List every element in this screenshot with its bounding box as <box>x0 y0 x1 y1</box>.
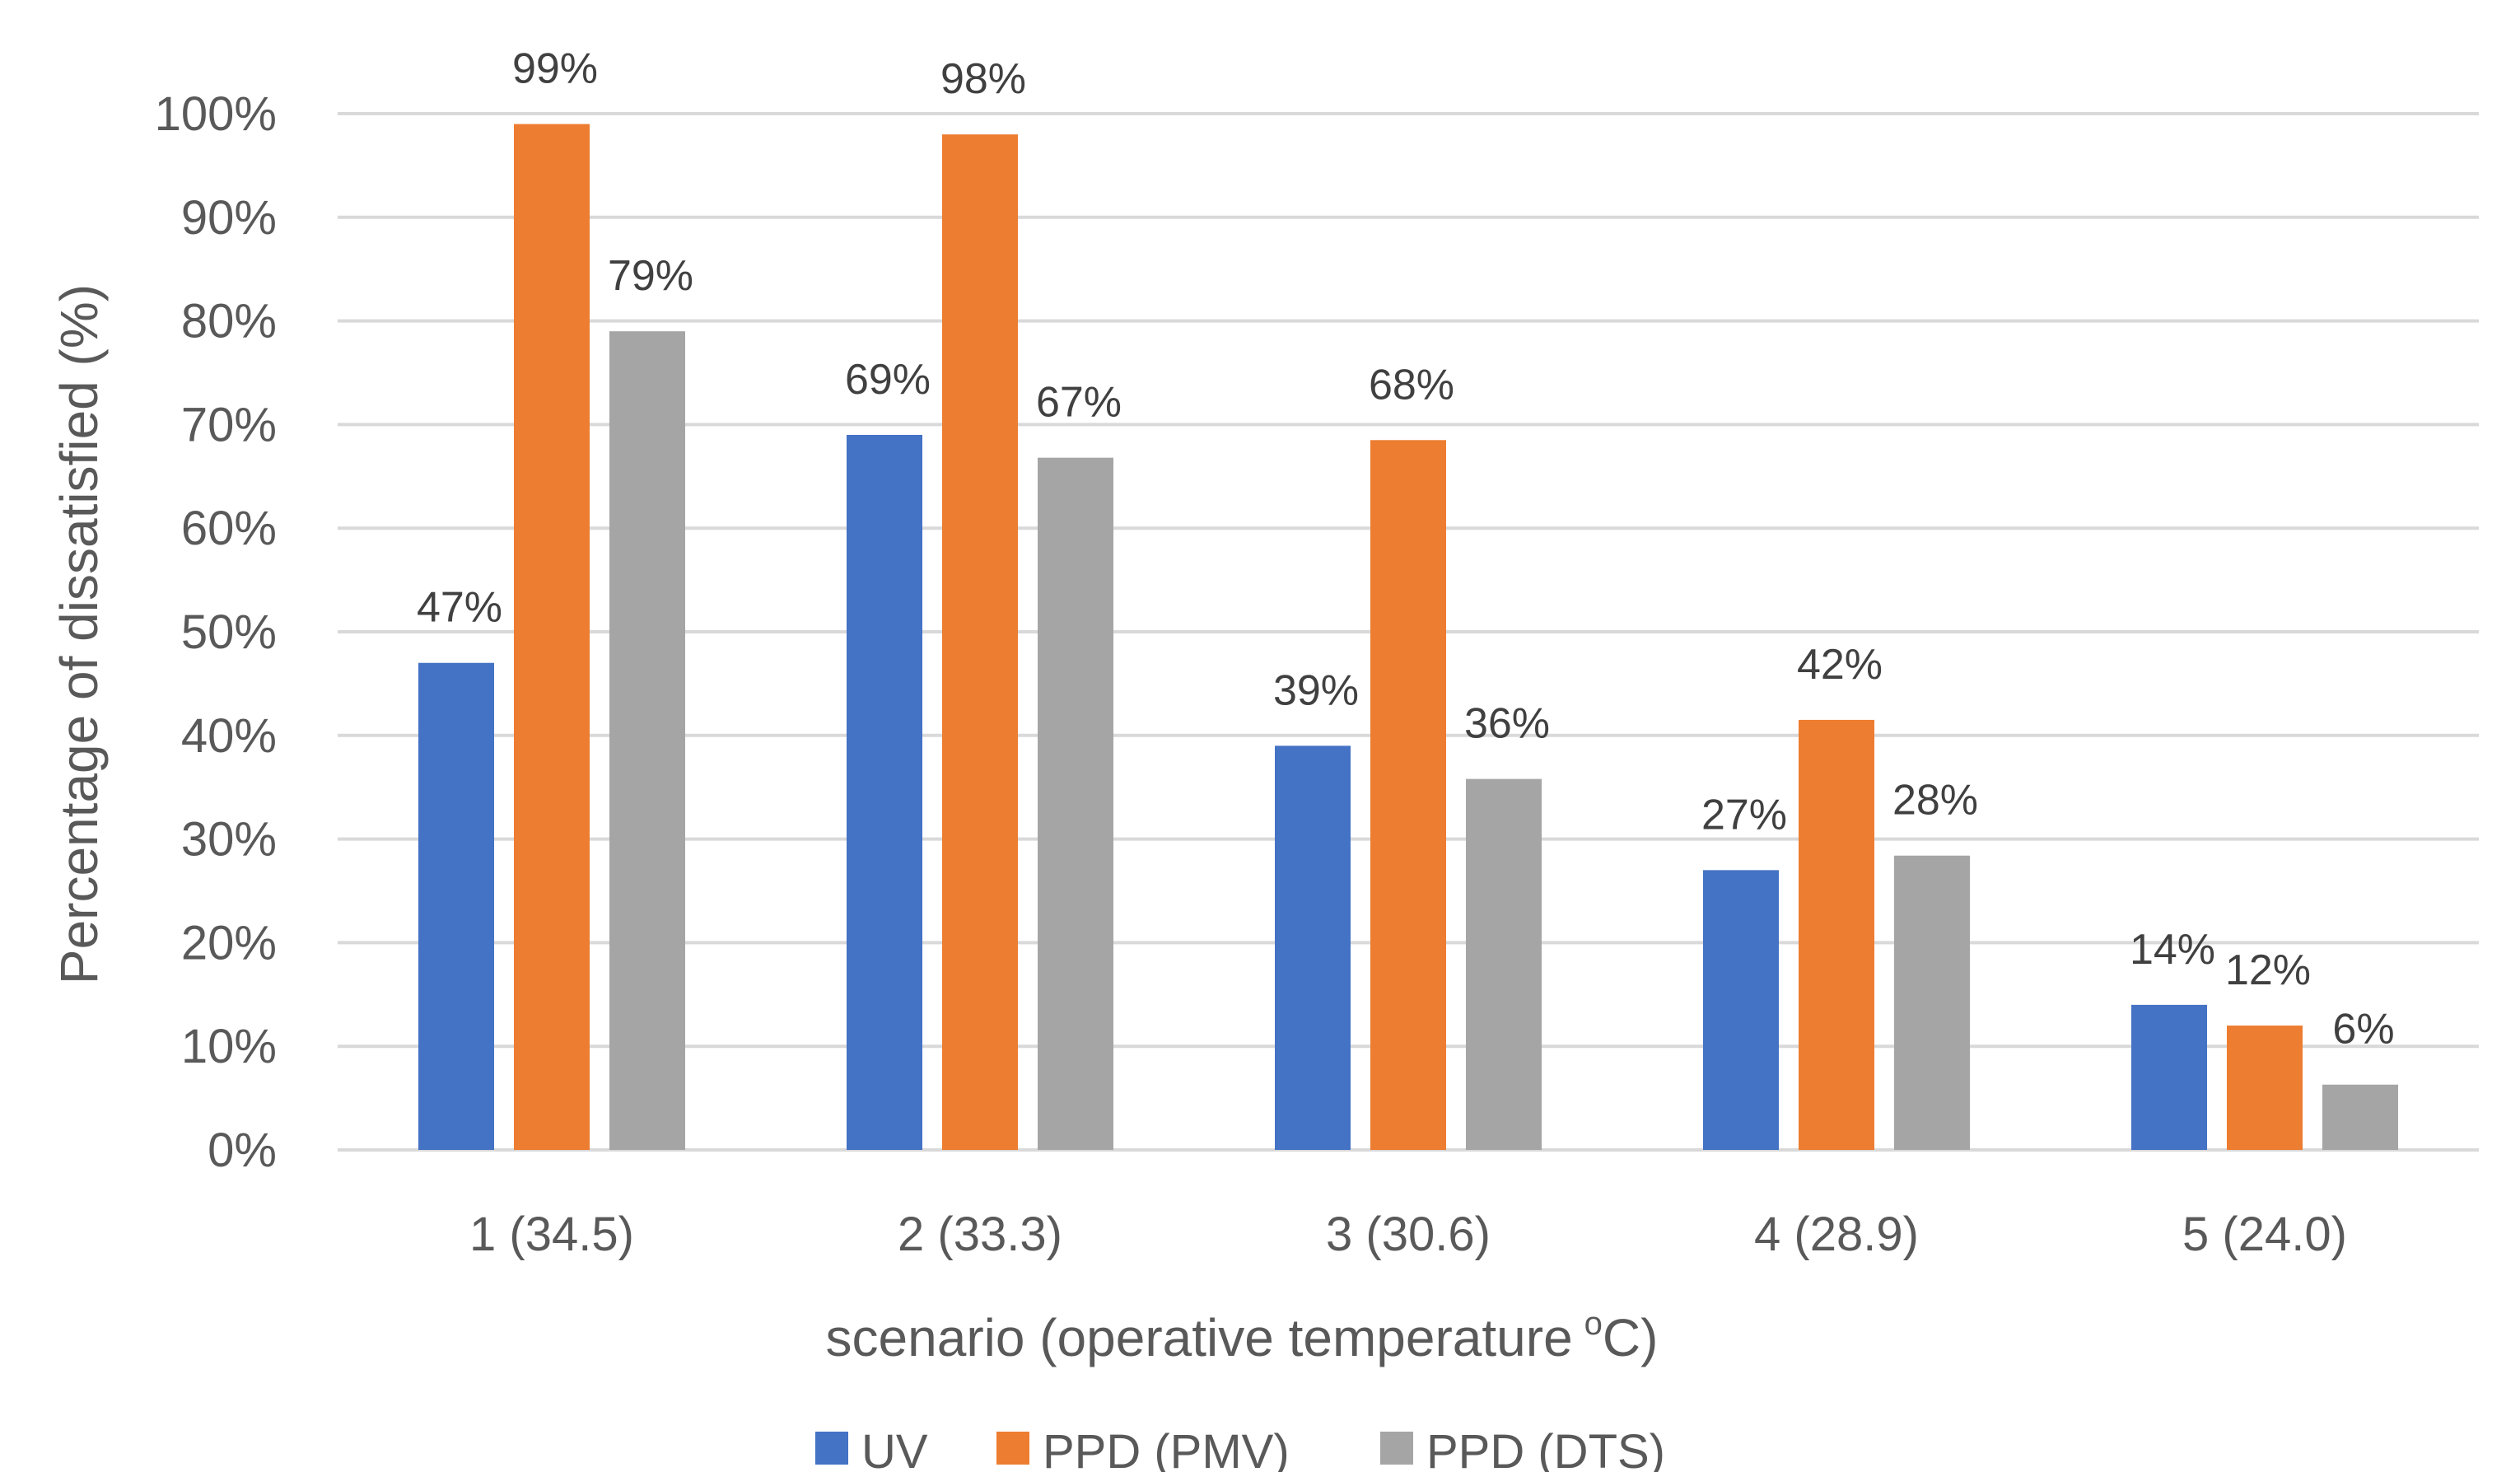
data-labels: 47% 99% 79% 69% 98% 67% 39% 68% 36% 27% 42% 28% 14% 1… <box>417 45 2395 1054</box>
y-axis-title: Percentage of dissatisfied (%) <box>49 284 109 984</box>
y-tick-label: 30% <box>181 813 277 867</box>
legend-label: PPD (PMV) <box>1043 1425 1290 1472</box>
x-tick-label: 4 (28.9) <box>1754 1208 1919 1261</box>
x-tick-label: 2 (33.3) <box>898 1208 1062 1261</box>
bars <box>418 124 2398 1151</box>
x-tick-label: 3 (30.6) <box>1326 1208 1491 1261</box>
data-label: 99% <box>512 45 598 93</box>
x-tick-label: 1 (34.5) <box>469 1208 634 1261</box>
bar <box>1370 440 1446 1150</box>
y-tick-label: 0% <box>208 1124 277 1177</box>
bar <box>1799 719 1874 1150</box>
data-label: 98% <box>940 55 1026 103</box>
y-tick-label: 100% <box>155 87 277 141</box>
bar <box>1703 870 1779 1150</box>
bar <box>1894 855 1970 1150</box>
x-axis-ticks: 1 (34.5) 2 (33.3) 3 (30.6) 4 (28.9) 5 (24.0) <box>469 1208 2347 1261</box>
x-axis-title: scenario (operative temperature oC) <box>826 1306 1659 1367</box>
data-label: 39% <box>1273 666 1359 714</box>
legend-label: UV <box>861 1425 928 1472</box>
bar <box>609 331 685 1150</box>
bar <box>2322 1084 2398 1150</box>
y-tick-label: 20% <box>181 916 277 970</box>
y-tick-label: 80% <box>181 295 277 348</box>
legend-swatch <box>1380 1432 1413 1465</box>
y-tick-label: 70% <box>181 398 277 451</box>
y-tick-label: 60% <box>181 502 277 555</box>
data-label: 14% <box>2130 926 2215 974</box>
bar <box>942 134 1018 1150</box>
legend: UV PPD (PMV) PPD (DTS) <box>815 1425 1665 1472</box>
data-label: 47% <box>417 584 502 632</box>
bar <box>2227 1026 2303 1150</box>
bar <box>847 434 922 1150</box>
y-tick-label: 50% <box>181 605 277 659</box>
data-label: 6% <box>2332 1006 2394 1054</box>
bar <box>418 662 494 1150</box>
y-tick-label: 40% <box>181 709 277 763</box>
data-label: 28% <box>1892 777 1978 825</box>
x-axis-title-unit: C) <box>1603 1308 1659 1367</box>
legend-swatch <box>996 1432 1029 1465</box>
data-label: 79% <box>608 252 693 300</box>
data-label: 27% <box>1701 791 1787 839</box>
x-tick-label: 5 (24.0) <box>2182 1208 2347 1261</box>
data-label: 12% <box>2225 946 2311 994</box>
data-label: 69% <box>845 356 931 404</box>
bar <box>1038 457 1113 1150</box>
data-label: 68% <box>1369 361 1454 409</box>
bar <box>2131 1004 2207 1150</box>
bar <box>1466 778 1542 1150</box>
data-label: 67% <box>1036 379 1122 427</box>
data-label: 42% <box>1797 641 1883 689</box>
bar <box>1275 745 1351 1150</box>
legend-swatch <box>815 1432 848 1465</box>
data-label: 36% <box>1464 700 1550 748</box>
bar <box>514 124 590 1151</box>
y-tick-label: 10% <box>181 1020 277 1073</box>
y-tick-label: 90% <box>181 191 277 245</box>
x-axis-title-text: scenario (operative temperature <box>826 1308 1573 1367</box>
y-axis-ticks: 0% 10% 20% 30% 40% 50% 60% 70% 80% 90% 100% <box>155 87 277 1177</box>
legend-label: PPD (DTS) <box>1426 1425 1665 1472</box>
x-axis-title-sup: o <box>1584 1306 1603 1342</box>
